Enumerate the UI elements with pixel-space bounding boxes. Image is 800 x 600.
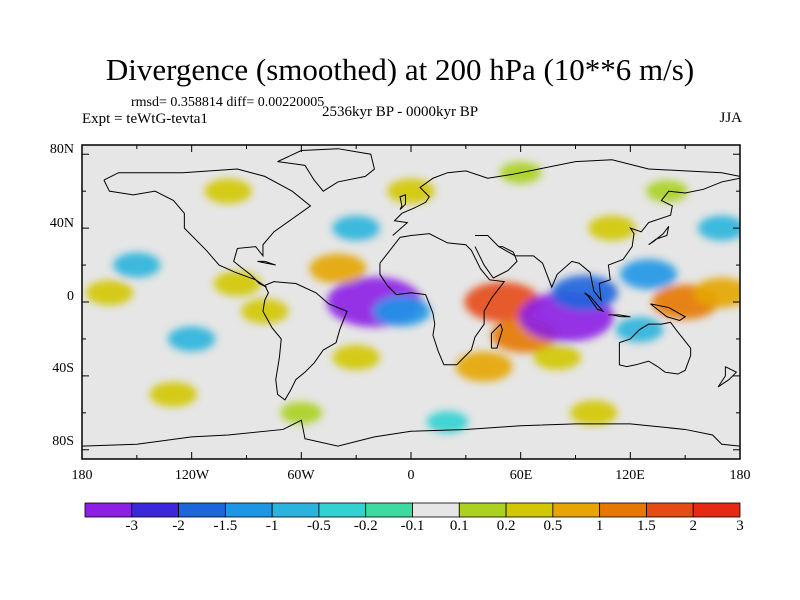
coastline bbox=[277, 148, 376, 192]
colorbar-label: 1 bbox=[595, 518, 604, 534]
field-anomaly bbox=[113, 252, 161, 278]
coastline bbox=[399, 194, 407, 210]
field-anomaly bbox=[426, 411, 469, 434]
field-anomaly bbox=[697, 215, 740, 241]
colorbar-label: -2 bbox=[172, 518, 185, 534]
lat-label: 40S bbox=[52, 361, 74, 376]
colorbar-swatch bbox=[365, 502, 413, 518]
coastline bbox=[717, 366, 738, 388]
colorbar-swatch bbox=[178, 502, 226, 518]
field-anomaly bbox=[570, 400, 618, 426]
field-anomaly bbox=[309, 253, 367, 284]
coastline bbox=[650, 303, 687, 322]
colorbar-swatch bbox=[552, 502, 601, 518]
colorbar-swatch bbox=[412, 502, 460, 518]
coastline bbox=[584, 292, 605, 313]
colorbar-label: 1.5 bbox=[637, 518, 656, 534]
colorbar-swatch bbox=[271, 502, 320, 518]
colorbar-label: 3 bbox=[736, 518, 744, 534]
coastline bbox=[262, 281, 348, 401]
colorbar-swatch bbox=[84, 502, 133, 518]
field-anomaly bbox=[167, 326, 216, 352]
field-anomaly bbox=[241, 298, 289, 324]
field-anomaly bbox=[85, 280, 134, 306]
colorbar-swatch bbox=[131, 502, 179, 518]
lon-label: 180 bbox=[729, 468, 751, 483]
coastline bbox=[103, 168, 312, 288]
field-anomaly bbox=[693, 277, 740, 308]
divergence-field bbox=[85, 161, 740, 434]
colorbar-label: 0.2 bbox=[496, 518, 516, 534]
lat-label: 0 bbox=[67, 289, 74, 304]
colorbar-swatch bbox=[692, 502, 741, 518]
coastline bbox=[490, 323, 503, 349]
coastline bbox=[648, 225, 670, 246]
colorbar-swatch bbox=[224, 502, 273, 518]
colorbar-swatch bbox=[646, 502, 694, 518]
coastline bbox=[82, 419, 740, 447]
map-area bbox=[81, 144, 741, 460]
field-anomaly bbox=[455, 351, 513, 382]
colorbar-swatch bbox=[318, 502, 367, 518]
season-label: JJA bbox=[719, 110, 742, 126]
colorbar-label: -1.5 bbox=[213, 518, 238, 534]
field-anomaly bbox=[620, 259, 678, 290]
colorbar-label: -0.1 bbox=[400, 518, 425, 534]
coastline bbox=[474, 235, 518, 279]
field-anomaly bbox=[213, 271, 262, 297]
lon-label: 60E bbox=[509, 468, 533, 483]
colorbar-label: 2 bbox=[689, 518, 697, 534]
lat-label: 80N bbox=[49, 142, 74, 157]
colorbar-label: -0.2 bbox=[353, 518, 378, 534]
period-label: 2536kyr BP - 0000kyr BP bbox=[322, 104, 479, 120]
plot-title: Divergence (smoothed) at 200 hPa (10**6 … bbox=[105, 52, 695, 87]
colorbar-swatch bbox=[599, 502, 647, 518]
field-anomaly bbox=[588, 215, 636, 241]
field-anomaly bbox=[533, 344, 581, 370]
lon-label: 120W bbox=[174, 468, 210, 483]
colorbar bbox=[84, 502, 741, 518]
lat-label: 80S bbox=[52, 434, 74, 449]
field-anomaly bbox=[373, 296, 431, 327]
field-anomaly bbox=[204, 178, 252, 204]
colorbar-swatch bbox=[458, 502, 507, 518]
coastline bbox=[257, 260, 276, 266]
coastline bbox=[498, 177, 740, 302]
lon-label: 60W bbox=[287, 468, 315, 483]
coastline bbox=[379, 233, 506, 366]
experiment-label: Expt = teWtG-tevta1 bbox=[82, 111, 208, 127]
colorbar-label: -1 bbox=[265, 518, 279, 534]
field-anomaly bbox=[645, 180, 688, 203]
coastline bbox=[618, 321, 692, 375]
field-anomaly bbox=[149, 381, 198, 407]
field-anomaly bbox=[332, 344, 380, 370]
colorbar-label: -0.5 bbox=[307, 518, 331, 534]
stats-line: rmsd= 0.358814 diff= 0.00220005 bbox=[131, 95, 325, 110]
colorbar-label: 0.1 bbox=[449, 518, 469, 534]
colorbar-label: -3 bbox=[125, 518, 139, 534]
coastline bbox=[608, 314, 631, 318]
lon-label: 0 bbox=[407, 468, 415, 483]
lon-label: 180 bbox=[71, 468, 93, 483]
field-anomaly bbox=[332, 215, 380, 241]
coastline bbox=[392, 159, 740, 236]
lat-label: 40N bbox=[49, 216, 74, 231]
coastlines bbox=[82, 148, 740, 447]
colorbar-swatch bbox=[505, 502, 554, 518]
colorbar-label: 0.5 bbox=[543, 518, 563, 534]
lon-label: 120E bbox=[615, 468, 645, 483]
axis-ticks bbox=[81, 145, 741, 459]
field-anomaly bbox=[280, 401, 323, 424]
